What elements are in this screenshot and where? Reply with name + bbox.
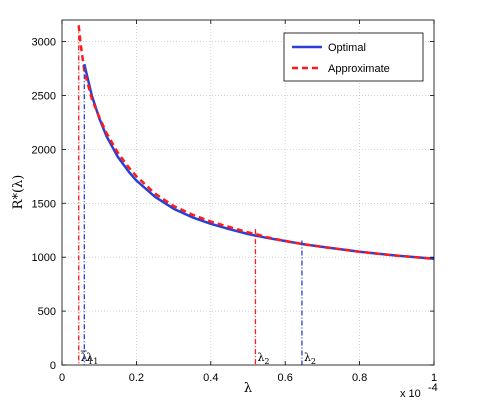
x-axis-label: λ [244,381,252,396]
y-tick-label: 1500 [32,198,56,210]
marker-label-symbol: λ [86,351,93,364]
x-multiplier-exponent: -4 [428,382,438,394]
marker-label-symbol: λ [304,351,311,364]
y-tick-label: 1000 [32,252,56,264]
x-multiplier-base: x 10 [400,388,421,400]
y-tick-label: 2000 [32,144,56,156]
marker-label: λ1 [86,351,98,366]
legend-label-approximate: Approximate [328,63,390,75]
y-axis-label: R*(λ) [11,175,26,210]
marker-label-subscript: 2 [311,357,316,366]
marker-label: λ2 [257,351,269,366]
y-tick-label: 0 [50,360,56,372]
marker-label-subscript: 2 [264,357,269,366]
y-tick-label: 500 [38,306,56,318]
annotations-group: λ1λ1λ2λ2 [78,25,316,366]
marker-label-symbol: λ [257,351,264,364]
ticks-group: 0 0.2 0.4 0.6 0.8 1 0 500 1000 1500 2000 2500 3000 [32,20,437,384]
x-multiplier: x 10 -4 [400,382,438,400]
x-tick-label: 1 [431,372,437,384]
plot-frame [61,19,435,366]
marker-label: λ2 [304,351,316,366]
marker-label-subscript: 1 [88,357,93,366]
x-tick-label: 0 [59,372,65,384]
legend-label-optimal: Optimal [328,42,366,54]
series-line-approximate [77,25,435,261]
legend: Optimal Approximate [283,32,424,82]
x-tick-label: 0.8 [352,372,367,384]
y-tick-label: 3000 [32,37,56,49]
marker-label-subscript: 1 [93,357,98,366]
x-tick-label: 0.6 [278,372,293,384]
x-tick-label: 0.4 [203,372,218,384]
series-group [77,25,435,261]
legend-box [283,32,424,82]
y-tick-label: 2500 [32,90,56,102]
x-tick-label: 0.2 [129,372,144,384]
